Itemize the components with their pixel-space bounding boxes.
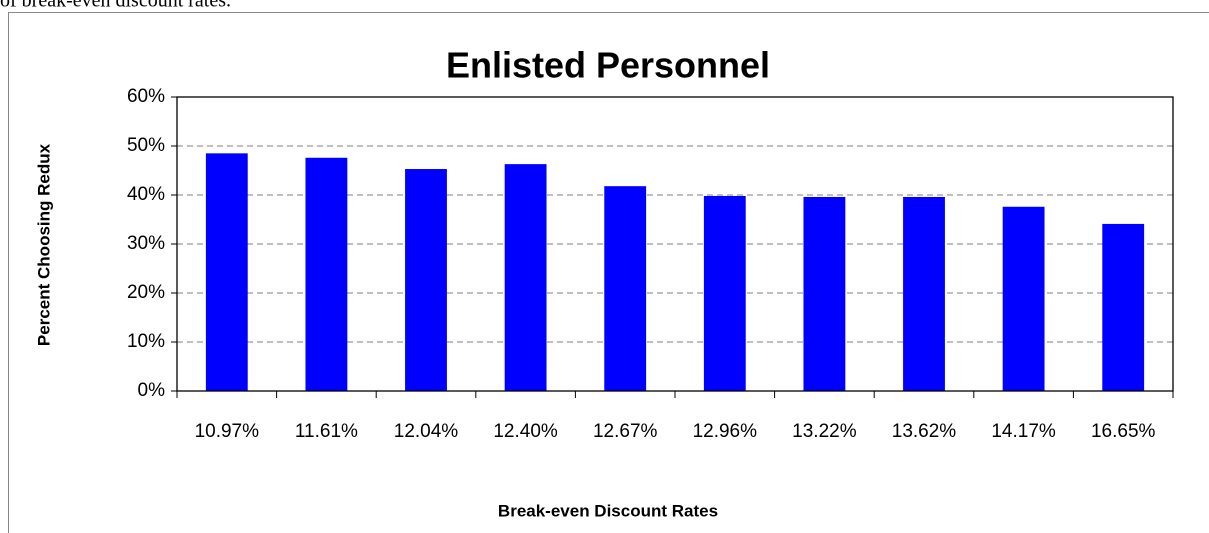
bar xyxy=(903,196,945,391)
x-tick-label: 13.22% xyxy=(792,421,857,442)
x-tick-label: 11.61% xyxy=(295,421,358,442)
bar xyxy=(504,164,547,391)
plot-frame xyxy=(176,96,1174,392)
x-tick-label: 16.65% xyxy=(1091,421,1156,442)
chart-frame xyxy=(8,12,1209,533)
header-text: of break-even discount rates. xyxy=(0,0,231,12)
x-tick-label: 12.67% xyxy=(593,421,658,442)
x-tick-label: 13.62% xyxy=(892,421,957,442)
chart-title: Enlisted Personnel xyxy=(446,45,770,86)
x-tick-label: 12.40% xyxy=(493,421,558,442)
bar xyxy=(205,153,248,391)
bar xyxy=(1102,223,1145,391)
y-tick-label: 40% xyxy=(127,184,165,205)
y-tick-label: 10% xyxy=(127,331,165,352)
y-tick-label: 60% xyxy=(127,86,165,107)
y-tick-label: 20% xyxy=(127,282,165,303)
x-tick-label: 14.17% xyxy=(991,421,1056,442)
bar xyxy=(305,157,348,391)
bar xyxy=(703,195,746,391)
x-tick-label: 12.04% xyxy=(394,421,459,442)
y-tick-label: 30% xyxy=(127,233,165,254)
x-tick-label: 12.96% xyxy=(693,421,758,442)
x-tick-label: 10.97% xyxy=(195,421,260,442)
x-axis-label: Break-even Discount Rates xyxy=(498,501,718,520)
bar xyxy=(1002,206,1045,391)
y-tick-label: 50% xyxy=(127,135,165,156)
y-tick-label: 0% xyxy=(138,380,166,401)
bar xyxy=(405,169,447,391)
bar xyxy=(803,196,846,391)
y-axis-label: Percent Choosing Redux xyxy=(34,143,53,346)
bar xyxy=(604,186,647,391)
